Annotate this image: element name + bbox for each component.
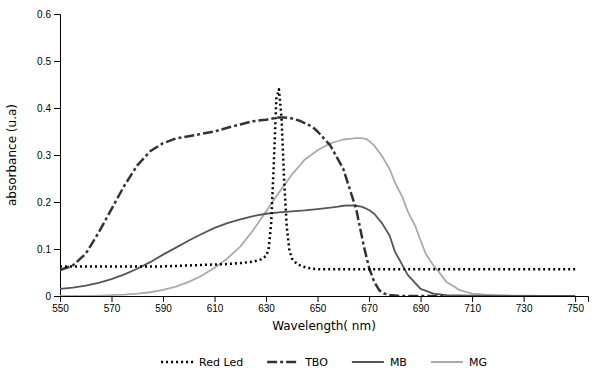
tick-mark bbox=[54, 108, 60, 109]
tick-mark bbox=[421, 296, 422, 302]
legend: Red Led TBO MB MG bbox=[161, 356, 487, 369]
tick-mark bbox=[215, 296, 216, 302]
tick-mark bbox=[112, 296, 113, 302]
tick: 0.4 bbox=[37, 103, 60, 114]
tick: 0.6 bbox=[37, 9, 60, 20]
tick-label: 0.1 bbox=[37, 244, 51, 255]
tick-mark bbox=[54, 61, 60, 62]
tick-label: 0 bbox=[45, 291, 51, 302]
tick: 690 bbox=[413, 296, 430, 314]
series-line bbox=[60, 89, 575, 269]
x-axis: 550 570 590 610 630 650 670 690 710 730 750 bbox=[52, 296, 588, 314]
tick-label: 710 bbox=[464, 303, 481, 314]
tick: 590 bbox=[155, 296, 172, 314]
tick-mark bbox=[54, 249, 60, 250]
tick-mark bbox=[54, 202, 60, 203]
chart: 550 570 590 610 630 650 670 690 710 730 750 0 0.1 0.2… bbox=[0, 0, 610, 378]
legend-label: Red Led bbox=[199, 356, 243, 369]
tick-label: 610 bbox=[207, 303, 224, 314]
y-axis: 0 0.1 0.2 0.3 0.4 0.5 0.6 bbox=[37, 9, 60, 302]
tick-label: 590 bbox=[155, 303, 172, 314]
tick-label: 0.2 bbox=[37, 197, 51, 208]
legend-swatch bbox=[352, 361, 384, 363]
tick-mark bbox=[472, 296, 473, 302]
axis-line bbox=[61, 297, 589, 303]
tick: 550 bbox=[52, 296, 69, 314]
tick: 670 bbox=[361, 296, 378, 314]
tick: 0.2 bbox=[37, 197, 60, 208]
tick-mark bbox=[524, 296, 525, 302]
legend-item: TBO bbox=[267, 356, 328, 369]
legend-label: TBO bbox=[304, 356, 328, 369]
lines bbox=[60, 89, 575, 296]
legend-swatch bbox=[431, 361, 463, 363]
tick-label: 650 bbox=[310, 303, 327, 314]
tick-label: 630 bbox=[258, 303, 275, 314]
tick-label: 750 bbox=[567, 303, 584, 314]
tick-label: 0.4 bbox=[37, 103, 51, 114]
axis-line bbox=[54, 15, 61, 297]
legend-label: MB bbox=[390, 356, 407, 369]
tick-label: 0.6 bbox=[37, 9, 51, 20]
legend-item: Red Led bbox=[161, 356, 243, 369]
tick: 610 bbox=[207, 296, 224, 314]
tick: 570 bbox=[104, 296, 121, 314]
plot-area: 550 570 590 610 630 650 670 690 710 730 750 0 0.1 0.2… bbox=[37, 9, 588, 314]
legend-item: MB bbox=[352, 356, 407, 369]
tick-mark bbox=[54, 155, 60, 156]
legend-swatch bbox=[161, 361, 193, 364]
tick-mark bbox=[318, 296, 319, 302]
tick-label: 0.5 bbox=[37, 56, 51, 67]
tick-mark bbox=[575, 296, 576, 302]
legend-label: MG bbox=[469, 356, 487, 369]
series-line bbox=[60, 138, 575, 296]
legend-item: MG bbox=[431, 356, 487, 369]
tick-mark bbox=[54, 14, 60, 15]
tick-label: 670 bbox=[361, 303, 378, 314]
tick: 0 bbox=[45, 291, 60, 302]
tick: 0.5 bbox=[37, 56, 60, 67]
tick-mark bbox=[369, 296, 370, 302]
tick-label: 0.3 bbox=[37, 150, 51, 161]
x-axis-title: Wavelength( nm) bbox=[272, 319, 376, 333]
tick-label: 550 bbox=[52, 303, 69, 314]
tick-label: 730 bbox=[516, 303, 533, 314]
tick-label: 570 bbox=[104, 303, 121, 314]
y-axis-title: absorbance (u.a) bbox=[5, 104, 19, 206]
tick: 0.1 bbox=[37, 244, 60, 255]
tick: 750 bbox=[567, 296, 584, 314]
tick: 730 bbox=[516, 296, 533, 314]
tick-mark bbox=[266, 296, 267, 302]
tick-mark bbox=[163, 296, 164, 302]
tick: 630 bbox=[258, 296, 275, 314]
legend-swatch bbox=[267, 361, 299, 364]
tick-label: 690 bbox=[413, 303, 430, 314]
tick: 0.3 bbox=[37, 150, 60, 161]
tick-mark bbox=[54, 296, 60, 297]
series-line bbox=[60, 205, 575, 296]
tick: 710 bbox=[464, 296, 481, 314]
tick: 650 bbox=[310, 296, 327, 314]
